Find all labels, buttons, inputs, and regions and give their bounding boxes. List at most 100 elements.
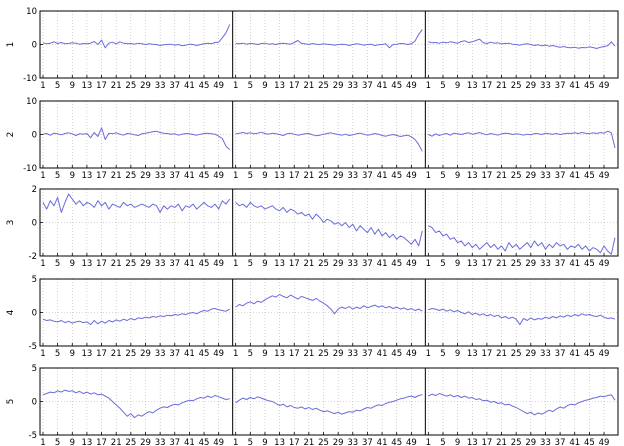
series-line	[428, 393, 616, 416]
x-tick-label: 49	[406, 171, 417, 181]
x-tick-label: 49	[213, 259, 224, 269]
x-tick-label: 17	[481, 349, 492, 359]
x-tick-label: 25	[511, 171, 522, 181]
series-line	[42, 24, 231, 49]
x-tick-label: 33	[347, 81, 358, 91]
x-tick-label: 33	[540, 438, 551, 446]
x-tick-label: 37	[362, 349, 373, 359]
x-tick-label: 45	[584, 81, 595, 91]
x-tick-label: 29	[140, 171, 151, 181]
x-tick-label: 1	[40, 438, 45, 446]
x-tick-label: 21	[496, 81, 507, 91]
x-tick-label: 9	[262, 259, 267, 269]
x-tick-label: 13	[467, 81, 478, 91]
x-tick-label: 41	[184, 259, 195, 269]
x-tick-label: 37	[362, 438, 373, 446]
x-tick-label: 49	[406, 259, 417, 269]
x-tick-label: 41	[184, 349, 195, 359]
x-tick-label: 5	[248, 81, 253, 91]
x-tick-label: 33	[347, 349, 358, 359]
y-tick-label: 0	[32, 398, 37, 408]
x-tick-label: 5	[440, 349, 445, 359]
x-tick-label: 49	[406, 438, 417, 446]
x-tick-label: 21	[111, 81, 122, 91]
x-tick-label: 29	[525, 81, 536, 91]
series-line	[428, 130, 616, 149]
x-tick-label: 5	[440, 81, 445, 91]
x-tick-label: 1	[233, 438, 238, 446]
x-tick-label: 33	[155, 259, 166, 269]
series-line	[428, 38, 616, 49]
x-tick-label: 33	[540, 171, 551, 181]
x-tick-label: 37	[169, 171, 180, 181]
x-tick-label: 41	[377, 438, 388, 446]
x-tick-label: 21	[496, 259, 507, 269]
x-tick-label: 29	[525, 438, 536, 446]
series-line	[235, 29, 423, 49]
y-tick-label: 2	[32, 185, 37, 195]
x-tick-label: 21	[303, 349, 314, 359]
x-tick-label: 41	[377, 349, 388, 359]
x-tick-label: 13	[274, 171, 285, 181]
x-tick-label: 17	[481, 171, 492, 181]
x-tick-label: 37	[362, 81, 373, 91]
x-tick-label: 49	[213, 81, 224, 91]
x-tick-label: 45	[199, 259, 210, 269]
x-tick-label: 45	[391, 259, 402, 269]
x-tick-label: 45	[199, 171, 210, 181]
series-line	[235, 131, 423, 152]
x-tick-label: 41	[569, 81, 580, 91]
y-tick-label: -5	[29, 431, 37, 441]
series-line	[42, 127, 231, 150]
y-tick-label: 5	[32, 275, 37, 285]
x-tick-label: 49	[599, 81, 610, 91]
x-tick-label: 13	[82, 81, 93, 91]
x-tick-label: 25	[125, 438, 136, 446]
x-tick-label: 1	[40, 259, 45, 269]
x-tick-label: 17	[289, 171, 300, 181]
x-tick-label: 13	[274, 81, 285, 91]
y-tick-label: 5	[32, 364, 37, 374]
x-tick-label: 9	[455, 171, 460, 181]
x-tick-label: 25	[511, 349, 522, 359]
x-tick-label: 41	[569, 349, 580, 359]
x-tick-label: 1	[40, 81, 45, 91]
x-tick-label: 21	[303, 438, 314, 446]
x-tick-label: 41	[569, 259, 580, 269]
x-tick-label: 33	[155, 349, 166, 359]
x-tick-label: 1	[40, 171, 45, 181]
x-tick-label: 17	[96, 171, 107, 181]
x-tick-label: 45	[584, 349, 595, 359]
x-tick-label: 21	[496, 171, 507, 181]
series-line	[428, 225, 616, 255]
x-tick-label: 1	[233, 259, 238, 269]
x-tick-label: 45	[584, 171, 595, 181]
x-tick-label: 41	[569, 171, 580, 181]
x-tick-label: 29	[140, 438, 151, 446]
x-tick-label: 37	[555, 349, 566, 359]
x-tick-label: 21	[111, 259, 122, 269]
series-line	[42, 389, 230, 419]
x-tick-label: 5	[248, 259, 253, 269]
x-tick-label: 13	[467, 259, 478, 269]
x-tick-label: 21	[303, 259, 314, 269]
x-tick-label: 37	[169, 438, 180, 446]
x-tick-label: 49	[599, 438, 610, 446]
x-tick-label: 45	[391, 171, 402, 181]
x-tick-label: 25	[318, 438, 329, 446]
x-tick-label: 25	[125, 81, 136, 91]
x-tick-label: 9	[262, 349, 267, 359]
x-tick-label: 17	[96, 349, 107, 359]
y-axis-label: 5	[6, 399, 16, 405]
x-tick-label: 33	[540, 81, 551, 91]
y-tick-label: -2	[29, 252, 37, 262]
x-tick-label: 17	[289, 349, 300, 359]
x-tick-label: 37	[555, 81, 566, 91]
x-tick-label: 49	[213, 438, 224, 446]
x-tick-label: 29	[333, 349, 344, 359]
x-tick-label: 41	[569, 438, 580, 446]
x-tick-label: 5	[248, 171, 253, 181]
